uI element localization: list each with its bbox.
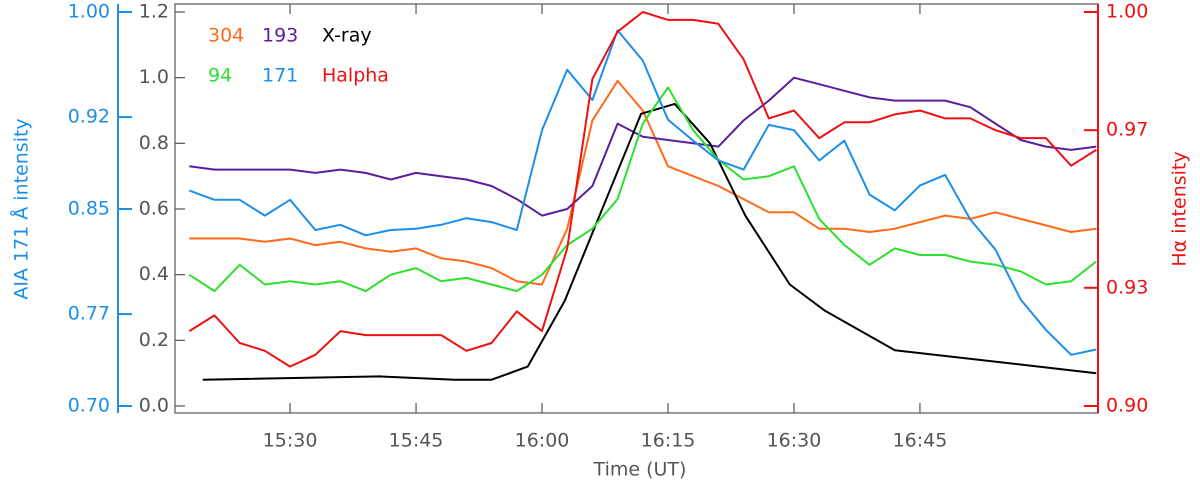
x-axis-label: Time (UT) [593, 459, 687, 481]
y-tick-label: 0.4 [139, 263, 169, 285]
series-line [189, 79, 1097, 286]
legend-entry: Halpha [322, 65, 389, 87]
y-tick-label: 0.0 [139, 395, 169, 417]
x-tick-label: 16:30 [767, 430, 822, 452]
y3-tick-label: 1.00 [68, 1, 110, 23]
x-tick-label: 15:45 [389, 430, 444, 452]
y-tick-label: 1.0 [139, 66, 169, 88]
legend-entry: 193 [262, 25, 298, 47]
series-line [202, 102, 1097, 381]
series-line [188, 86, 1097, 293]
y2-tick-label: 0.93 [1106, 276, 1148, 298]
legend-entry: 94 [208, 65, 232, 87]
series-line [188, 11, 1097, 368]
legend-entry: 171 [262, 65, 298, 87]
y3-tick-label: 0.92 [68, 106, 110, 128]
y3-tick-label: 0.85 [68, 198, 110, 220]
y2-tick-label: 0.90 [1106, 395, 1148, 417]
y-tick-label: 0.6 [139, 198, 169, 220]
legend-entry: 304 [208, 25, 244, 47]
series-line [189, 76, 1097, 217]
y2-tick-label: 1.00 [1106, 1, 1148, 23]
y-tick-label: 0.2 [139, 329, 169, 351]
y3-tick-label: 0.77 [68, 303, 110, 325]
y-tick-label: 1.2 [139, 1, 169, 23]
series-line [188, 29, 1097, 356]
plot-frame [174, 3, 1099, 414]
x-tick-label: 16:45 [893, 430, 948, 452]
x-tick-label: 15:30 [263, 430, 318, 452]
x-tick-label: 16:00 [515, 430, 570, 452]
y3-axis-label: AIA 171 Å intensity [10, 118, 33, 299]
y3-tick-label: 0.70 [68, 395, 110, 417]
y-tick-label: 0.8 [139, 132, 169, 154]
legend-entry: X-ray [322, 25, 372, 47]
x-tick-label: 16:15 [641, 430, 696, 452]
y2-axis-label: Hα intensity [1169, 151, 1191, 266]
y2-tick-label: 0.97 [1106, 119, 1148, 141]
